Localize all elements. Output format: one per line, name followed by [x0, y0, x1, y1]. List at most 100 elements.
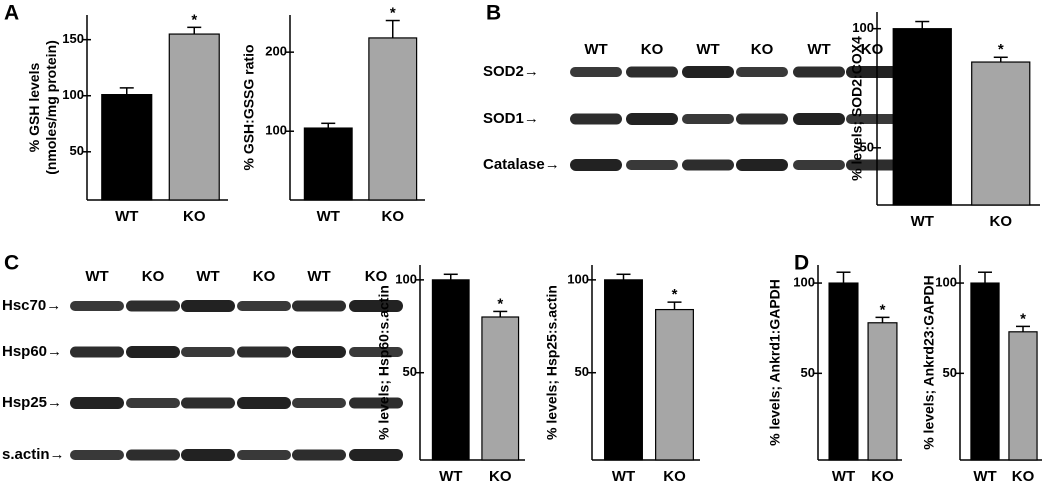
- y-tick-label: 50: [943, 365, 957, 380]
- band-label: Catalase→: [483, 156, 560, 173]
- y-axis-label: % GSH:GSSG ratio: [241, 44, 257, 170]
- band: [126, 398, 180, 408]
- band: [70, 397, 124, 409]
- band: [292, 449, 346, 461]
- y-axis-label: % levels; Hsp60:s.actin: [376, 285, 392, 440]
- y-axis-label: % levels; SOD2:COX4: [849, 36, 865, 181]
- y-tick-label: 100: [265, 123, 287, 138]
- band-label: Hsp25→: [2, 394, 62, 411]
- band: [181, 449, 235, 461]
- band: [349, 449, 403, 461]
- panel-label: A: [4, 2, 19, 25]
- band: [682, 159, 734, 171]
- band: [349, 300, 403, 312]
- annotation: *: [191, 11, 197, 28]
- x-tick-label: KO: [663, 468, 686, 485]
- bar: [655, 308, 694, 461]
- band: [846, 114, 898, 124]
- bar: [828, 282, 859, 461]
- x-tick-label: WT: [612, 468, 635, 485]
- band: [570, 67, 622, 77]
- annotation: *: [390, 5, 396, 22]
- panel-label: B: [486, 2, 501, 25]
- band: [349, 397, 403, 409]
- x-tick-label: WT: [115, 208, 138, 225]
- y-tick-label: 50: [403, 364, 417, 379]
- band: [292, 398, 346, 408]
- panel-label: D: [794, 252, 809, 275]
- band: [70, 346, 124, 358]
- lane-label: WT: [584, 41, 607, 58]
- annotation: *: [497, 295, 503, 312]
- lane-label: WT: [696, 41, 719, 58]
- band: [682, 66, 734, 78]
- bar: [481, 316, 520, 461]
- y-axis-label: % levels; Ankrd1:GAPDH: [767, 279, 783, 446]
- bar: [970, 282, 1000, 461]
- lane-label: WT: [196, 268, 219, 285]
- band: [181, 300, 235, 312]
- y-tick-label: 100: [395, 271, 417, 286]
- bar: [303, 127, 353, 201]
- lane-label: WT: [807, 41, 830, 58]
- band: [126, 346, 180, 358]
- y-tick-label: 50: [860, 139, 874, 154]
- x-tick-label: WT: [439, 468, 462, 485]
- x-tick-label: KO: [489, 468, 512, 485]
- lane-label: KO: [142, 268, 165, 285]
- band-label: s.actin→: [2, 446, 65, 463]
- annotation: *: [1020, 310, 1026, 327]
- y-axis-label: % GSH levels: [26, 63, 42, 153]
- band: [736, 159, 788, 171]
- band: [237, 301, 291, 311]
- bar: [431, 279, 470, 461]
- y-axis-label: % levels; Hsp25:s.actin: [544, 285, 560, 440]
- y-axis-label: % levels; Ankrd23:GAPDH: [921, 275, 937, 450]
- band: [292, 300, 346, 312]
- band: [237, 397, 291, 409]
- bar: [1008, 331, 1038, 461]
- annotation: *: [880, 301, 886, 318]
- x-tick-label: WT: [832, 468, 855, 485]
- lane-label: KO: [253, 268, 276, 285]
- x-tick-label: KO: [990, 213, 1013, 230]
- bar: [604, 279, 643, 461]
- band: [181, 347, 235, 357]
- y-tick-label: 50: [70, 143, 84, 158]
- band: [682, 114, 734, 124]
- lane-label: WT: [307, 268, 330, 285]
- y-tick-label: 100: [793, 274, 815, 289]
- band: [626, 160, 678, 170]
- annotation: *: [672, 286, 678, 303]
- lane-label: KO: [751, 41, 774, 58]
- band: [570, 113, 622, 125]
- band: [793, 113, 845, 125]
- band: [736, 67, 788, 77]
- lane-label: KO: [365, 268, 388, 285]
- y-tick-label: 150: [62, 31, 84, 46]
- annotation: *: [998, 41, 1004, 58]
- band: [626, 66, 678, 78]
- x-tick-label: WT: [973, 468, 996, 485]
- y-tick-label: 50: [575, 364, 589, 379]
- band-label: SOD1→: [483, 110, 539, 127]
- band-label: Hsc70→: [2, 297, 61, 314]
- band: [570, 159, 622, 171]
- band: [292, 346, 346, 358]
- band-label: SOD2→: [483, 63, 539, 80]
- lane-label: KO: [861, 41, 884, 58]
- band: [846, 159, 898, 171]
- bar: [168, 33, 220, 201]
- band: [736, 113, 788, 125]
- bar: [101, 94, 153, 201]
- band: [70, 450, 124, 460]
- bar: [867, 322, 898, 461]
- lane-label: WT: [85, 268, 108, 285]
- band: [126, 300, 180, 312]
- band: [626, 113, 678, 125]
- lane-label: KO: [641, 41, 664, 58]
- band: [126, 449, 180, 461]
- band: [181, 397, 235, 409]
- bar: [892, 28, 952, 206]
